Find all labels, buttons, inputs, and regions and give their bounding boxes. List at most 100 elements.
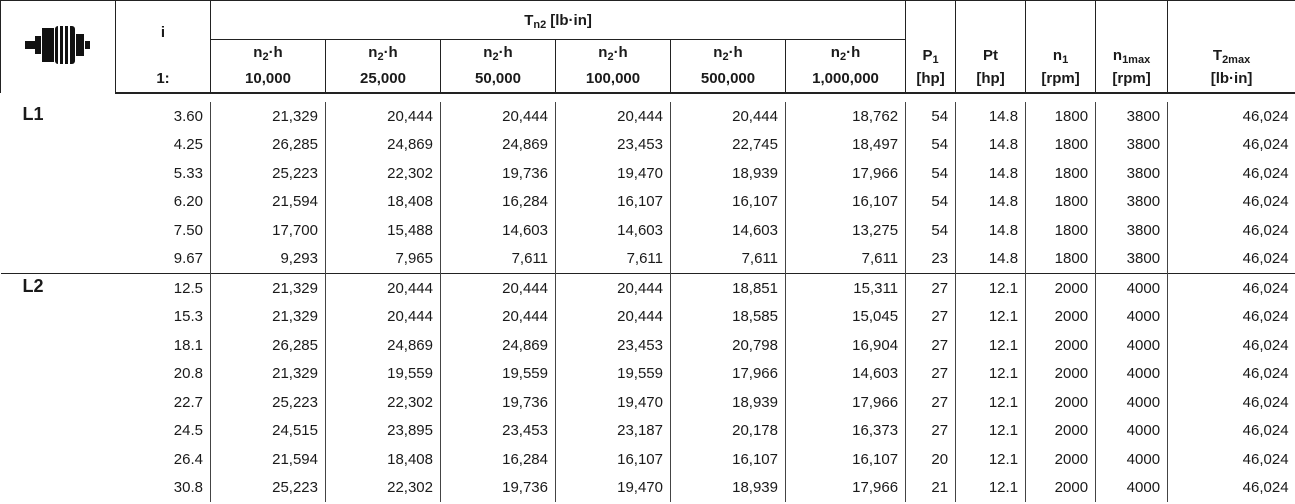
data-cell: 22,745 xyxy=(670,130,786,159)
data-row: 18.1 26,285 24,869 24,869 23,453 20,798 16,904… xyxy=(1,331,1295,360)
speed-hours-header: n2·h xyxy=(784,39,907,64)
data-cell: 24,869 xyxy=(325,130,441,159)
data-cell: 16,107 xyxy=(784,445,906,474)
data-cell: 54 xyxy=(905,102,956,131)
data-cell: 4000 xyxy=(1095,416,1168,445)
data-cell: 46,024 xyxy=(1167,159,1295,188)
data-cell: 2000 xyxy=(1025,416,1096,445)
data-cell: 15,488 xyxy=(325,216,441,245)
data-cell: 18,939 xyxy=(670,388,786,417)
column-header: T2max xyxy=(1167,0,1295,64)
data-cell: 15,311 xyxy=(784,273,906,303)
data-cell: 14.8 xyxy=(955,216,1026,245)
data-cell: 4000 xyxy=(1095,359,1168,388)
data-cell: 24,869 xyxy=(440,130,556,159)
data-cell: 15,045 xyxy=(784,302,906,331)
data-cell: 21,329 xyxy=(210,359,326,388)
data-cell: 22,302 xyxy=(325,159,441,188)
data-cell: 18,408 xyxy=(325,187,441,216)
data-cell: 19,559 xyxy=(440,359,556,388)
suffix: ·h xyxy=(846,43,861,61)
data-row: L1 3.60 21,329 20,444 20,444 20,444 20,444 18,7… xyxy=(1,102,1295,131)
data-cell: 3800 xyxy=(1095,159,1168,188)
column-header: P1 xyxy=(905,0,957,64)
hours-header: 50,000 xyxy=(440,64,556,94)
data-cell: 14.8 xyxy=(955,102,1026,131)
data-cell: 16,284 xyxy=(440,187,556,216)
unit-header: [hp] xyxy=(905,64,957,94)
symbol: n xyxy=(1112,47,1123,64)
data-cell: 22.7 xyxy=(173,393,203,411)
data-cell: 1800 xyxy=(1025,102,1096,131)
data-cell: 46,024 xyxy=(1167,187,1295,216)
data-row: 20.8 21,329 19,559 19,559 19,559 17,966 14,603… xyxy=(1,359,1295,388)
data-cell: 54 xyxy=(905,187,956,216)
subscript: 2 xyxy=(722,50,729,63)
suffix: ·h xyxy=(613,43,628,61)
data-cell: 18,762 xyxy=(784,102,906,131)
data-cell: 19,470 xyxy=(555,473,671,502)
symbol: n xyxy=(483,43,493,61)
data-cell: 19,470 xyxy=(555,159,671,188)
data-cell: 46,024 xyxy=(1167,244,1295,274)
data-cell: 46,024 xyxy=(1167,473,1295,502)
data-cell: 12.1 xyxy=(955,445,1026,474)
ratio-header: i xyxy=(115,0,211,64)
unit-header: [lb·in] xyxy=(1167,64,1295,94)
data-cell: 14,603 xyxy=(670,216,786,245)
data-cell: 20,444 xyxy=(440,273,556,303)
data-cell: 19,470 xyxy=(555,388,671,417)
data-cell: 18.1 xyxy=(173,336,203,354)
data-cell: 21,329 xyxy=(210,302,326,331)
data-cell: 46,024 xyxy=(1167,273,1295,303)
data-row: 5.33 25,223 22,302 19,736 19,470 18,939 17,966… xyxy=(1,159,1295,188)
data-cell: 20,444 xyxy=(555,102,671,131)
data-cell: 21 xyxy=(905,473,956,502)
data-row: 30.8 25,223 22,302 19,736 19,470 18,939 17,966… xyxy=(1,473,1295,502)
data-cell: 19,559 xyxy=(325,359,441,388)
data-cell: 12.1 xyxy=(955,359,1026,388)
symbol: T xyxy=(524,11,534,29)
data-row: 26.4 21,594 18,408 16,284 16,107 16,107 16,107… xyxy=(1,445,1295,474)
suffix: ·h xyxy=(268,43,283,61)
data-cell: 12.1 xyxy=(955,473,1026,502)
data-cell: 25,223 xyxy=(210,388,326,417)
data-cell: 21,329 xyxy=(210,102,326,131)
data-cell: 20.8 xyxy=(173,365,203,383)
data-cell: 46,024 xyxy=(1167,102,1295,131)
speed-hours-header: n2·h xyxy=(210,39,326,64)
data-cell: 20,798 xyxy=(670,331,786,360)
data-cell: 21,594 xyxy=(210,187,326,216)
data-cell: 16,284 xyxy=(440,445,556,474)
data-cell: 2000 xyxy=(1025,473,1096,502)
suffix: ·h xyxy=(383,43,398,61)
data-cell: 18,585 xyxy=(670,302,786,331)
data-cell: 16,107 xyxy=(555,187,671,216)
table-header: i Tn2 [lb·in] P1 Pt n1 n1max T2max n2·h n2·h n2·h n… xyxy=(0,0,1295,94)
data-row: 15.3 21,329 20,444 20,444 20,444 18,585 15,045… xyxy=(1,302,1295,331)
data-cell: 19,559 xyxy=(555,359,671,388)
data-cell: 14.8 xyxy=(955,130,1026,159)
data-cell: 12.1 xyxy=(955,302,1026,331)
data-cell: 23,453 xyxy=(555,130,671,159)
data-cell: 7,965 xyxy=(325,244,441,274)
data-cell: 18,939 xyxy=(670,159,786,188)
data-cell: 16,107 xyxy=(670,187,786,216)
data-cell: 20,444 xyxy=(670,102,786,131)
data-cell: 46,024 xyxy=(1167,416,1295,445)
data-cell: 24,515 xyxy=(210,416,326,445)
data-cell: 26,285 xyxy=(210,331,326,360)
data-cell: 25,223 xyxy=(210,159,326,188)
data-cell: 23 xyxy=(905,244,956,274)
header-row: n2·h n2·h n2·h n2·h n2·h n2·h xyxy=(1,39,1295,64)
torque-header: Tn2 [lb·in] xyxy=(209,0,907,40)
hours-header: 100,000 xyxy=(555,64,671,94)
symbol: n xyxy=(713,43,723,61)
data-cell: 2000 xyxy=(1025,359,1096,388)
data-cell: 7,611 xyxy=(440,244,556,274)
data-cell: 18,408 xyxy=(325,445,441,474)
header-row: i Tn2 [lb·in] P1 Pt n1 n1max T2max xyxy=(0,0,1295,93)
subscript: 1 xyxy=(1062,54,1069,65)
